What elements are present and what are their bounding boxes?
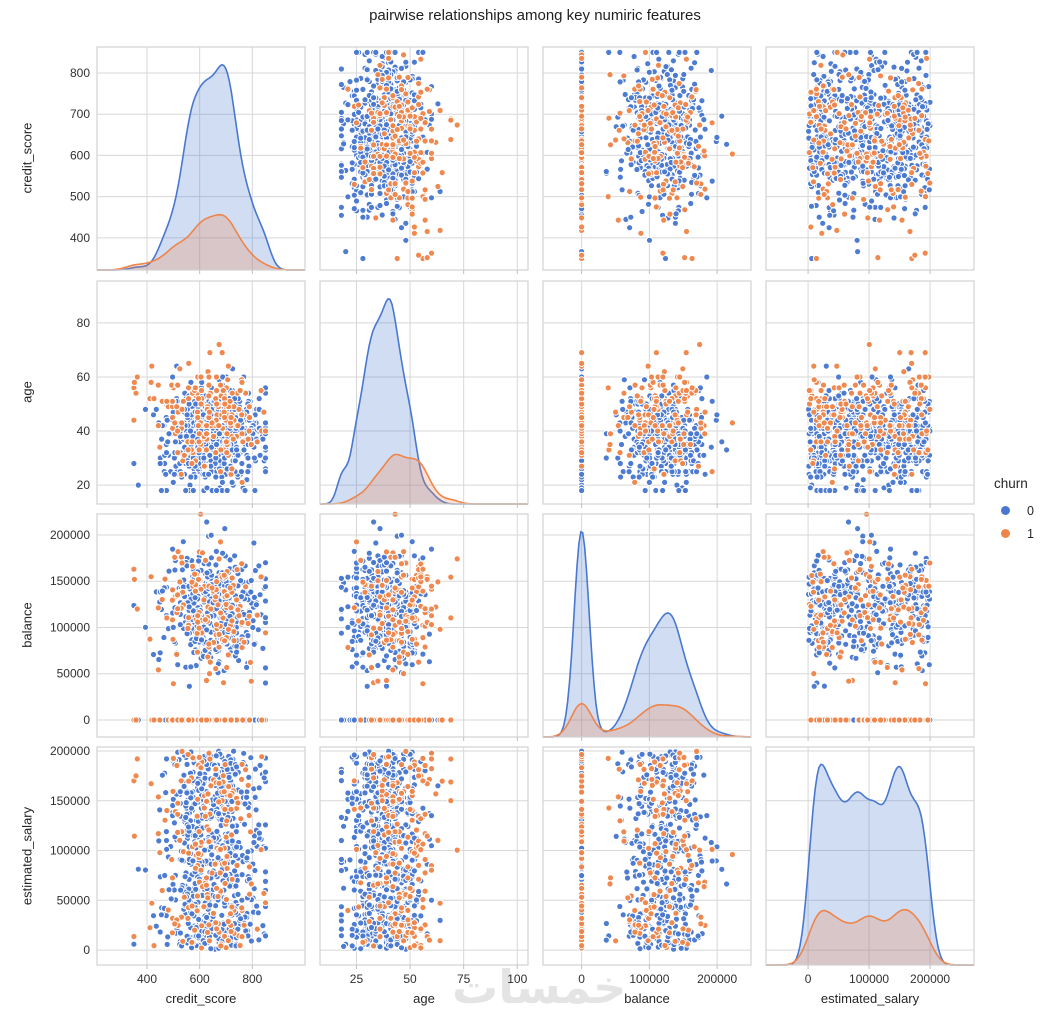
panel-credit_score-vs-credit_score: 400 500 600 700 800 [70, 46, 306, 274]
panel-age-vs-balance [542, 280, 752, 508]
panel-balance-vs-estimated_salary [765, 510, 975, 741]
y-tick-label: 60 [77, 370, 91, 384]
x-axis-label-age: age [413, 991, 435, 1006]
x-axis-label-balance: balance [624, 991, 670, 1006]
legend-marker-churn-1-icon [1001, 529, 1010, 538]
x-tick-label: 100000 [849, 972, 889, 986]
panel-credit_score-vs-estimated_salary [765, 46, 975, 274]
panel-age-vs-estimated_salary [765, 280, 975, 508]
kde-fill-churn-0 [543, 531, 751, 737]
chart-title: pairwise relationships among key numiric… [15, 7, 1055, 24]
x-tick-label: 0 [805, 972, 812, 986]
x-axis-label-credit-score: credit_score [166, 991, 237, 1006]
x-tick-label: 800 [242, 972, 262, 986]
panel-credit_score-vs-age [319, 46, 529, 274]
y-tick-label: 500 [70, 190, 90, 204]
panel-estimated_salary-vs-age: 25 50 75 100 [319, 746, 529, 986]
y-tick-label: 700 [70, 107, 90, 121]
y-axis-label-balance: balance [20, 602, 35, 648]
y-tick-label: 0 [83, 943, 90, 957]
y-axis-label-estimated-salary: estimated_salary [20, 807, 35, 905]
legend-entry-churn-1: 1 [992, 522, 1034, 545]
y-tick-label: 100000 [50, 844, 90, 858]
y-tick-label: 200000 [50, 744, 90, 758]
panel-estimated_salary-vs-estimated_salary: 0 100000 200000 [765, 746, 975, 986]
legend-entry-churn-0: 0 [992, 499, 1034, 522]
y-tick-label: 0 [83, 713, 90, 727]
y-axis-label-credit-score: credit_score [20, 123, 35, 194]
y-tick-label: 600 [70, 148, 90, 162]
y-tick-label: 150000 [50, 574, 90, 588]
y-tick-label: 40 [77, 424, 91, 438]
y-tick-label: 50000 [57, 893, 91, 907]
panel-age-vs-credit_score: 20 40 60 80 [77, 280, 306, 508]
x-tick-label: 200000 [697, 972, 737, 986]
legend-label-churn-1: 1 [1027, 527, 1034, 541]
x-tick-label: 600 [190, 972, 210, 986]
panel-balance-vs-balance [542, 513, 752, 741]
panel-balance-vs-age [319, 510, 529, 741]
watermark: خمسات [452, 960, 626, 1014]
x-tick-label: 100000 [629, 972, 669, 986]
x-tick-label: 25 [350, 972, 364, 986]
legend-marker-churn-0-icon [1001, 506, 1010, 515]
y-tick-label: 200000 [50, 528, 90, 542]
legend-title: churn [992, 476, 1034, 491]
y-tick-label: 150000 [50, 794, 90, 808]
y-axis-label-age: age [20, 381, 35, 403]
panel-estimated_salary-vs-credit_score: 0 50000 100000 150000 200000 400 600 800 [50, 744, 306, 986]
panel-estimated_salary-vs-balance: 0 100000 200000 [542, 746, 752, 986]
panel-credit_score-vs-balance [542, 46, 752, 274]
y-tick-label: 80 [77, 316, 91, 330]
y-tick-label: 400 [70, 231, 90, 245]
y-tick-label: 800 [70, 66, 90, 80]
legend-label-churn-0: 0 [1027, 504, 1034, 518]
x-axis-label-estimated-salary: estimated_salary [821, 991, 919, 1006]
x-tick-label: 50 [403, 972, 417, 986]
y-tick-label: 50000 [57, 667, 91, 681]
y-tick-label: 20 [77, 478, 91, 492]
panel-balance-vs-credit_score: 0 50000 100000 150000 200000 [50, 510, 306, 741]
x-tick-label: 400 [137, 972, 157, 986]
panel-age-vs-age [319, 280, 529, 508]
x-tick-label: 200000 [910, 972, 950, 986]
legend: churn 0 1 [992, 476, 1034, 545]
y-tick-label: 100000 [50, 620, 90, 634]
